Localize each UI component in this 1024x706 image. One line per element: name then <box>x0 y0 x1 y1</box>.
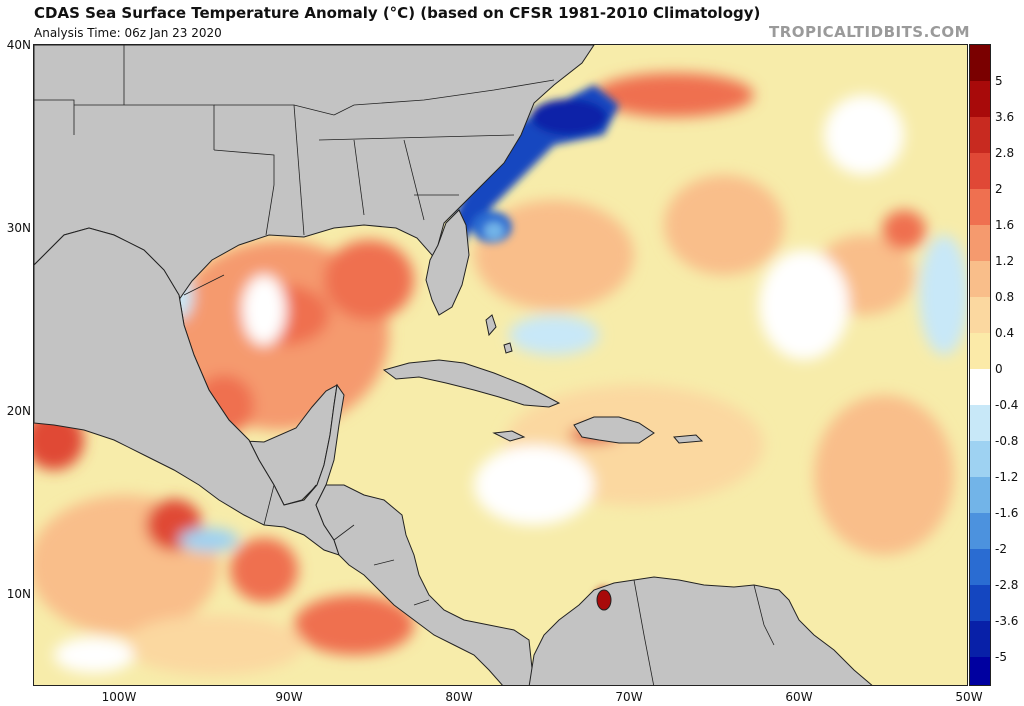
colorbar-label: 5 <box>995 74 1003 88</box>
colorbar-swatch <box>970 405 990 441</box>
hispaniola-land <box>573 416 655 444</box>
mexico-land <box>34 227 345 556</box>
colorbar-swatch <box>970 549 990 585</box>
cool-patch <box>759 250 849 360</box>
cool-patch <box>54 637 134 673</box>
colorbar-label: 0.4 <box>995 326 1015 340</box>
central-america-land <box>315 484 535 685</box>
warm-patch <box>294 595 414 655</box>
colorbar-label: 2.8 <box>995 146 1015 160</box>
warm-patch <box>124 615 304 675</box>
colorbar-swatch <box>970 45 990 81</box>
colorbar-swatch <box>970 513 990 549</box>
colorbar-swatch <box>970 297 990 333</box>
colorbar-swatch <box>970 261 990 297</box>
analysis-time: Analysis Time: 06z Jan 23 2020 <box>34 26 222 40</box>
colorbar-label: 0 <box>995 362 1003 376</box>
florida-land <box>425 209 470 316</box>
warm-patch <box>594 73 754 117</box>
colorbar-label: -0.8 <box>995 434 1019 448</box>
colorbar-label: 0.8 <box>995 290 1015 304</box>
lon-label-100w: 100W <box>101 690 137 704</box>
colorbar-swatch <box>970 189 990 225</box>
colorbar-swatch <box>970 369 990 405</box>
lat-label-20n: 20N <box>6 404 31 418</box>
warm-patch <box>664 175 784 275</box>
colorbar-label: 2 <box>995 182 1003 196</box>
cold-anomaly-core <box>484 222 504 240</box>
sst-anomaly-map <box>33 44 968 686</box>
lon-label-60w: 60W <box>785 690 813 704</box>
lon-label-90w: 90W <box>275 690 303 704</box>
cool-patch <box>919 235 967 355</box>
colorbar-swatch <box>970 585 990 621</box>
cuba-land <box>382 359 561 408</box>
cool-patch <box>179 528 239 552</box>
colorbar-label: -2 <box>995 542 1007 556</box>
warm-patch <box>230 538 298 602</box>
colorbar-swatch <box>970 621 990 657</box>
lake-maracaibo <box>596 589 612 611</box>
colorbar-swatch <box>970 153 990 189</box>
bahamas-land <box>503 342 513 354</box>
colorbar-label: -1.2 <box>995 470 1019 484</box>
cool-patch <box>242 275 286 345</box>
lon-label-70w: 70W <box>615 690 643 704</box>
bahamas-land <box>485 314 497 337</box>
colorbar-swatch <box>970 117 990 153</box>
cool-patch <box>474 445 594 525</box>
south-america-land <box>528 576 873 685</box>
colorbar-label: -5 <box>995 650 1007 664</box>
warm-patch <box>474 200 634 310</box>
cool-patch <box>824 95 904 175</box>
colorbar-swatch <box>970 441 990 477</box>
colorbar-swatch <box>970 81 990 117</box>
colorbar-label: -2.8 <box>995 578 1019 592</box>
colorbar-label: 1.2 <box>995 254 1015 268</box>
colorbar-label: -0.4 <box>995 398 1019 412</box>
chart-title: CDAS Sea Surface Temperature Anomaly (°C… <box>34 4 761 22</box>
lon-label-80w: 80W <box>445 690 473 704</box>
cold-anomaly-core <box>531 99 607 135</box>
colorbar-label: 1.6 <box>995 218 1015 232</box>
watermark: TROPICALTIDBITS.COM <box>769 23 970 41</box>
lat-label-10n: 10N <box>6 587 31 601</box>
cool-patch <box>509 315 599 355</box>
colorbar-label: -3.6 <box>995 614 1019 628</box>
land-masses <box>34 45 873 685</box>
lat-label-40n: 40N <box>6 38 31 52</box>
lon-label-50w: 50W <box>955 690 983 704</box>
warm-patch <box>324 240 414 320</box>
colorbar-label: 3.6 <box>995 110 1015 124</box>
puerto-rico-land <box>673 434 704 444</box>
colorbar <box>969 44 991 686</box>
colorbar-swatch <box>970 333 990 369</box>
colorbar-swatch <box>970 477 990 513</box>
jamaica-land <box>492 430 526 442</box>
lat-label-30n: 30N <box>6 221 31 235</box>
colorbar-label: -1.6 <box>995 506 1019 520</box>
colorbar-swatch <box>970 657 990 685</box>
warm-patch <box>882 210 926 250</box>
colorbar-swatch <box>970 225 990 261</box>
warm-patch <box>814 395 954 555</box>
political-borders <box>34 45 775 685</box>
map-canvas <box>34 45 967 685</box>
